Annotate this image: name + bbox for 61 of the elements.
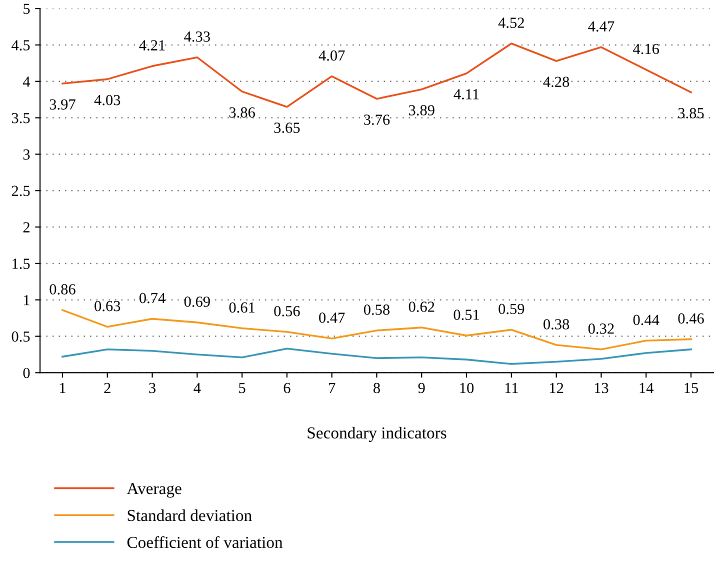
y-tick-label: 5	[24, 4, 30, 14]
x-tick-label: 8	[374, 382, 380, 394]
y-tick-label: 4	[22, 76, 30, 87]
x-tick-label: 12	[550, 382, 564, 394]
x-tick-label: 9	[418, 382, 425, 394]
data-label: 3.76	[364, 114, 390, 125]
data-label: 4.16	[633, 44, 660, 54]
y-tick-label: 3	[23, 149, 30, 160]
x-axis-title: Secondary indicators	[308, 426, 446, 442]
data-label: 4.33	[184, 31, 210, 42]
data-label: 4.03	[94, 94, 120, 106]
data-label: 0.61	[229, 302, 255, 313]
data-label: 0.46	[678, 313, 704, 324]
data-label: 0.56	[274, 306, 300, 316]
legend-label: Standard deviation	[128, 509, 252, 522]
data-label: 4.52	[498, 18, 524, 28]
data-label: 0.38	[544, 319, 570, 330]
x-tick-label: 1	[60, 382, 66, 394]
data-label: 0.74	[139, 292, 166, 304]
x-tick-label: 7	[329, 383, 336, 394]
y-tick-label: 0	[23, 368, 30, 378]
data-label: 4.47	[588, 21, 614, 32]
data-label: 3.97	[50, 99, 76, 110]
data-label: 0.62	[408, 302, 434, 312]
y-tick-label: 3.5	[12, 112, 30, 124]
y-tick-label: 1	[24, 295, 30, 306]
x-tick-label: 5	[239, 383, 246, 394]
data-label: 3.85	[678, 108, 704, 118]
data-label: 4.07	[318, 50, 345, 61]
data-label: 0.63	[94, 300, 120, 312]
x-tick-label: 14	[640, 382, 654, 394]
x-tick-label: 11	[505, 382, 518, 394]
data-label: 0.32	[588, 323, 614, 334]
y-tick-label: 2.5	[12, 186, 30, 196]
data-label: 4.21	[139, 40, 165, 51]
data-label: 0.86	[50, 284, 76, 295]
line-series	[62, 348, 692, 365]
data-label: 0.69	[184, 296, 210, 307]
y-tick-label: 4.5	[12, 40, 30, 50]
legend-label: Coefficient of variation	[127, 536, 283, 548]
x-tick-label: 15	[684, 382, 698, 394]
data-label: 3.89	[408, 105, 434, 116]
data-label: 0.47	[319, 312, 345, 323]
x-tick-label: 13	[594, 382, 608, 394]
y-tick-label: 2	[23, 222, 30, 232]
data-label: 0.44	[633, 314, 660, 326]
x-tick-label: 3	[149, 382, 156, 394]
y-tick-label: 0.5	[12, 331, 30, 342]
data-label: 3.65	[274, 122, 300, 133]
data-label: 0.58	[364, 304, 390, 315]
x-tick-label: 10	[460, 382, 474, 394]
data-label: 0.51	[454, 310, 479, 320]
data-label: 4.28	[543, 76, 570, 88]
legend-label: Average	[126, 483, 182, 498]
data-label: 4.11	[454, 89, 479, 100]
x-tick-label: 6	[284, 382, 290, 394]
x-tick-label: 4	[194, 382, 201, 394]
x-tick-label: 2	[104, 382, 110, 394]
data-label: 0.59	[498, 304, 524, 314]
data-label: 3.86	[229, 107, 255, 118]
y-tick-label: 1.5	[12, 258, 30, 269]
